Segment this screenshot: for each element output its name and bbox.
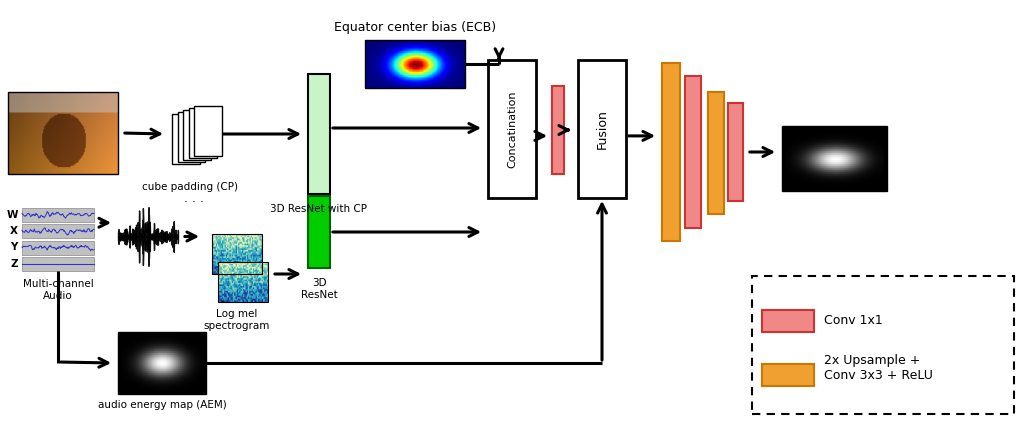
Bar [578,60,626,198]
Text: W: W [6,210,18,219]
Text: 2x Upsample +
Conv 3x3 + ReLU: 2x Upsample + Conv 3x3 + ReLU [824,354,933,382]
Bar [22,241,94,254]
Bar [22,257,94,271]
Text: · · ·: · · · [184,196,204,209]
Bar [752,276,1014,414]
Text: 3D ResNet with CP: 3D ResNet with CP [270,204,368,214]
Text: audio energy map (AEM): audio energy map (AEM) [97,400,226,410]
Bar [762,364,814,386]
Text: Fusion: Fusion [596,109,608,149]
Text: Multi-channel
Audio: Multi-channel Audio [23,279,93,301]
Bar [365,40,465,88]
Text: cube padding (CP): cube padding (CP) [142,182,238,192]
Text: Log mel
spectrogram: Log mel spectrogram [204,309,270,331]
Bar [308,196,330,268]
Bar [22,207,94,222]
Bar [194,106,222,156]
Bar [552,86,564,174]
Bar [172,114,200,164]
Text: Concatination: Concatination [507,90,517,168]
Text: Conv 1x1: Conv 1x1 [824,314,883,328]
Text: Y: Y [10,242,18,253]
Bar [782,126,887,191]
Bar [488,60,536,198]
Bar [118,332,206,394]
Text: Z: Z [10,259,18,269]
Bar [662,63,680,241]
Bar [212,234,262,274]
Text: 3D
ResNet: 3D ResNet [301,278,337,299]
Bar [218,262,268,302]
Bar [188,108,216,158]
Bar [183,110,211,160]
Text: X: X [10,226,18,236]
Bar [177,112,206,162]
Bar [22,224,94,238]
Bar [685,76,701,228]
Bar [8,92,118,174]
Bar [708,92,724,214]
Bar [762,310,814,332]
Bar [308,74,330,194]
Text: Equator center bias (ECB): Equator center bias (ECB) [334,21,496,34]
Bar [728,103,743,201]
